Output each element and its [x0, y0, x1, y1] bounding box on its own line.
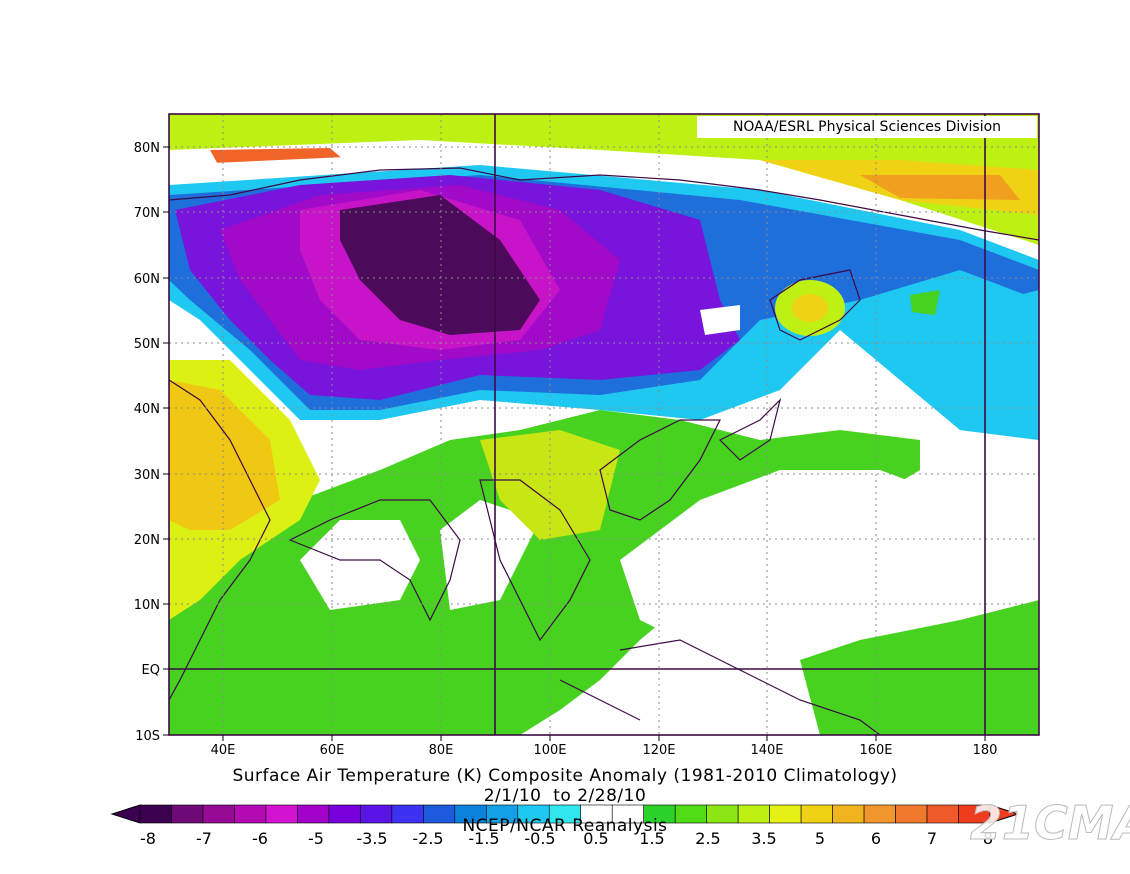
colorbar-label: 5 — [815, 829, 825, 848]
lon-labels: 40E 60E 80E 100E 120E 140E 160E 180 — [211, 743, 998, 758]
dataset-label: NCEP/NCAR Reanalysis — [462, 816, 668, 836]
colorbar-label: 1.5 — [639, 829, 664, 848]
colorbar-label: 6 — [871, 829, 881, 848]
lat-label: 30N — [134, 468, 160, 483]
lat-label: 40N — [134, 402, 160, 417]
date-range: 2/1/10 to 2/28/10 — [483, 786, 647, 806]
colorbar-label: 8 — [983, 829, 993, 848]
colorbar-label: -7 — [196, 829, 212, 848]
tick-marks — [163, 146, 986, 741]
lon-label: 100E — [533, 743, 566, 758]
reference-lines — [169, 114, 1039, 735]
credit-label: NOAA/ESRL Physical Sciences Division — [697, 116, 1037, 138]
colorbar-label: 2.5 — [695, 829, 720, 848]
colorbar-label: 7 — [927, 829, 937, 848]
chart-title: Surface Air Temperature (K) Composite An… — [232, 766, 898, 786]
colorbar-arrow-right — [989, 804, 1020, 824]
map-frame — [168, 113, 1040, 736]
lon-label: 40E — [211, 743, 236, 758]
colorbar-label: -2.5 — [412, 829, 443, 848]
colorbar-label: -5 — [308, 829, 324, 848]
lat-label: 10N — [134, 598, 160, 613]
colorbar-label: -0.5 — [524, 829, 555, 848]
colorbar-label: -1.5 — [468, 829, 499, 848]
lat-label: 80N — [134, 141, 160, 156]
colorbar-label: 0.5 — [583, 829, 608, 848]
coastlines — [169, 167, 1039, 735]
lon-label: 120E — [642, 743, 675, 758]
lon-label: 80E — [429, 743, 454, 758]
lon-label: 140E — [750, 743, 783, 758]
lat-label: 10S — [135, 729, 160, 744]
anomaly-field — [169, 114, 1039, 735]
lon-label: 180 — [973, 743, 998, 758]
colorbar-label: 3.5 — [751, 829, 776, 848]
colorbar — [110, 804, 1020, 824]
lat-labels: 80N 70N 60N 50N 40N 30N 20N 10N EQ 10S — [134, 141, 160, 744]
colorbar-label: -3.5 — [356, 829, 387, 848]
lon-label: 60E — [320, 743, 345, 758]
lat-label: 50N — [134, 337, 160, 352]
lat-label: 70N — [134, 206, 160, 221]
colorbar-labels: -8 -7 -6 -5 -3.5 -2.5 -1.5 -0.5 0.5 1.5 2.5 3.5 5 6 7 8 — [140, 829, 993, 848]
colorbar-label: -6 — [252, 829, 268, 848]
lat-label: 60N — [134, 272, 160, 287]
lon-label: 160E — [859, 743, 892, 758]
watermark-logo: 21CMA — [969, 796, 1130, 851]
lat-label: EQ — [142, 663, 160, 678]
lat-label: 20N — [134, 533, 160, 548]
colorbar-label: -8 — [140, 829, 156, 848]
